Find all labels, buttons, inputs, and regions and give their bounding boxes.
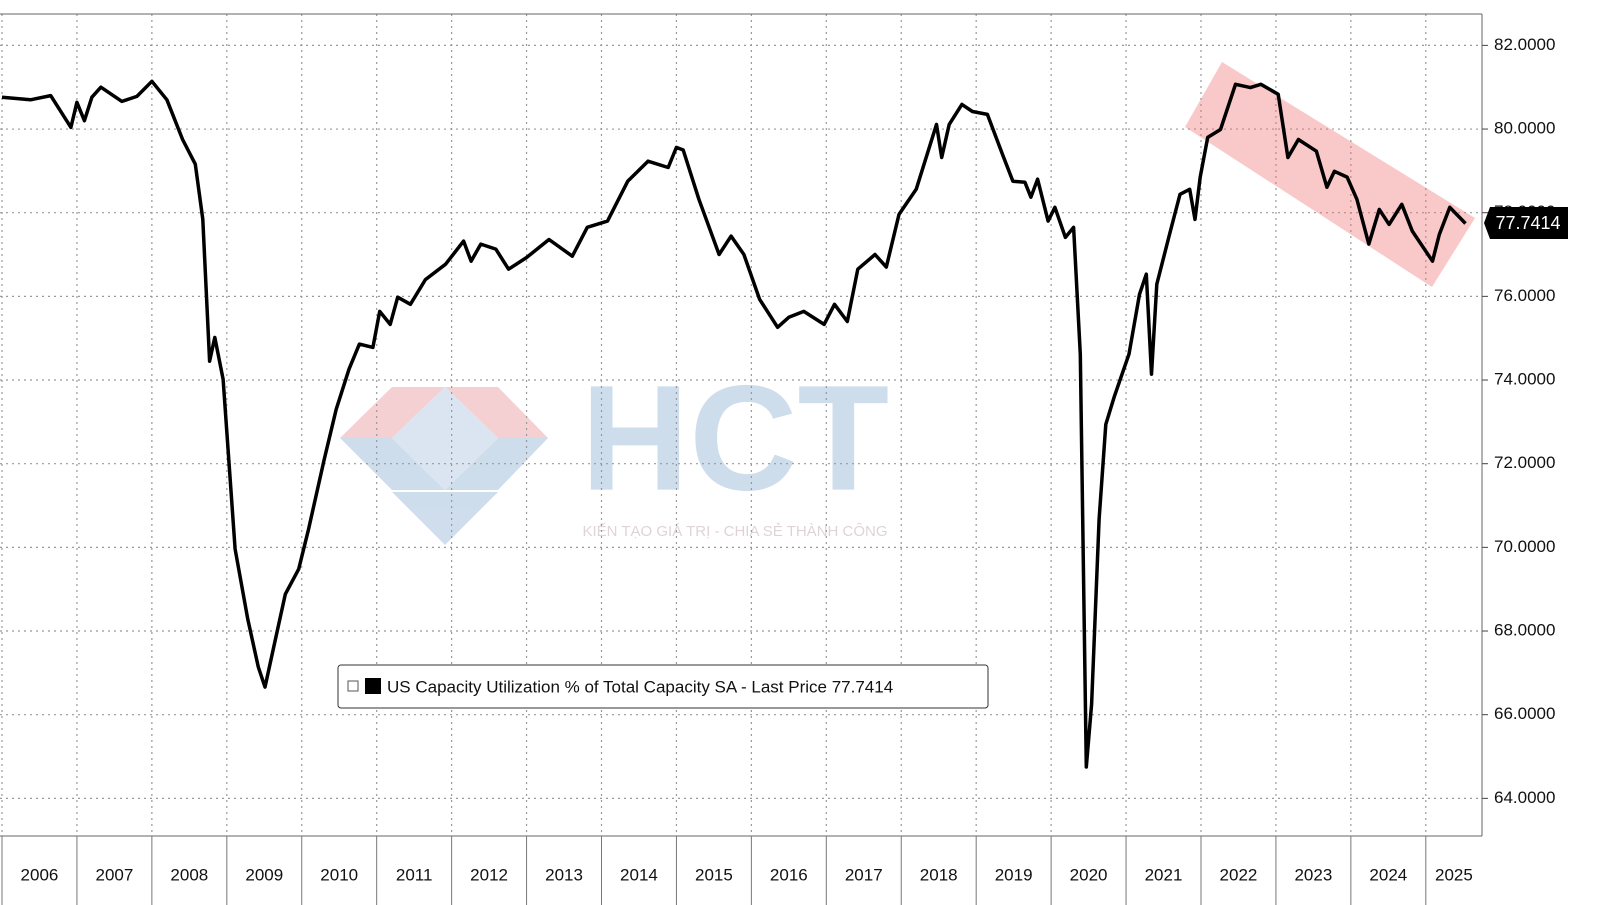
watermark-slogan: KIẾN TẠO GIÁ TRỊ - CHIA SẺ THÀNH CÔNG (582, 523, 887, 540)
x-tick-label: 2024 (1369, 865, 1407, 884)
y-tick-label: 68.0000 (1494, 621, 1555, 640)
x-tick-label: 2023 (1294, 865, 1332, 884)
x-tick-label: 2025 (1435, 865, 1473, 884)
logo-shape (392, 387, 498, 490)
logo-shape (445, 438, 548, 490)
x-tick-label: 2013 (545, 865, 583, 884)
y-tick-label: 70.0000 (1494, 537, 1555, 556)
y-tick-label: 82.0000 (1494, 35, 1555, 54)
x-tick-label: 2022 (1220, 865, 1258, 884)
y-tick-label: 76.0000 (1494, 286, 1555, 305)
legend-toggle (347, 680, 359, 692)
legend-label: US Capacity Utilization % of Total Capac… (387, 677, 893, 696)
series-line (1, 79, 1467, 769)
price-tag-label: 77.7414 (1495, 213, 1560, 233)
trend-channel (1185, 62, 1475, 287)
x-tick-label: 2010 (320, 865, 358, 884)
legend-box (337, 664, 989, 709)
x-tick-label: 2014 (620, 865, 658, 884)
logo-shape (392, 492, 498, 545)
x-tick-label: 2011 (396, 865, 433, 884)
x-tick-label: 2012 (470, 865, 508, 884)
x-tick-label: 2021 (1145, 865, 1183, 884)
x-tick-label: 2015 (695, 865, 733, 884)
x-tick-label: 2018 (920, 865, 958, 884)
x-tick-label: 2019 (995, 865, 1033, 884)
y-tick-label: 66.0000 (1494, 704, 1555, 723)
logo-shape (340, 438, 445, 490)
x-tick-label: 2016 (770, 865, 808, 884)
y-tick-label: 64.0000 (1494, 788, 1555, 807)
x-tick-label: 2009 (245, 865, 283, 884)
y-tick-label: 80.0000 (1494, 119, 1555, 138)
last-price-tag: 77.7414 (1484, 207, 1568, 239)
logo-shape (445, 387, 548, 438)
x-tick-label: 2020 (1070, 865, 1108, 884)
x-tick-label: 2017 (845, 865, 883, 884)
watermark: HCT KIẾN TẠO GIÁ TRỊ - CHIA SẺ THÀNH CÔN… (340, 354, 889, 545)
x-tick-label: 2006 (21, 865, 59, 884)
logo-shape (340, 387, 445, 438)
legend: US Capacity Utilization % of Total Capac… (337, 664, 989, 709)
watermark-logo: HCT (581, 354, 889, 522)
price-tag-box (1484, 207, 1568, 239)
x-tick-label: 2008 (170, 865, 208, 884)
x-tick-label: 2007 (95, 865, 133, 884)
y-tick-label: 72.0000 (1494, 453, 1555, 472)
legend-swatch (365, 678, 381, 694)
y-tick-label: 74.0000 (1494, 370, 1555, 389)
